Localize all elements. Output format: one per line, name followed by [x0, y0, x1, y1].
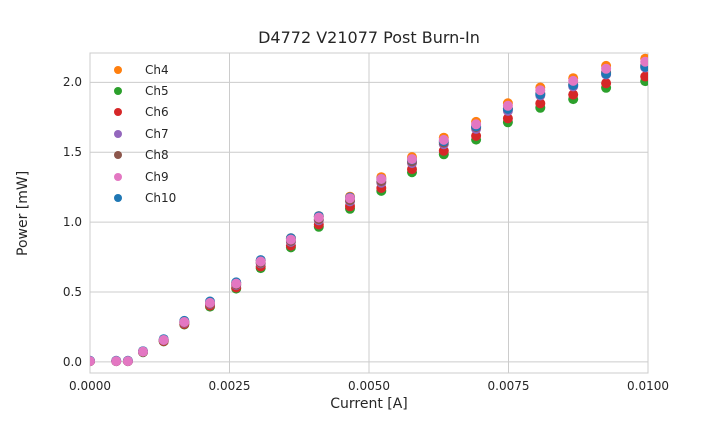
legend-label: Ch9	[145, 169, 169, 184]
data-point-ch9	[407, 154, 417, 165]
legend-item-ch4: Ch4	[108, 59, 176, 80]
data-point-ch9	[285, 234, 296, 245]
data-point-ch9	[205, 297, 215, 308]
y-tick-label: 0.0	[62, 354, 82, 369]
data-point-ch9	[471, 119, 482, 130]
legend-item-ch8: Ch8	[108, 145, 176, 166]
data-point-ch6	[640, 71, 648, 82]
legend-label: Ch7	[145, 126, 169, 141]
series-ch9	[90, 56, 648, 367]
legend-marker-icon	[114, 172, 122, 181]
y-tick-label: 2.0	[62, 75, 82, 90]
legend-marker-icon	[114, 108, 122, 117]
y-tick-label: 1.0	[62, 215, 82, 230]
legend-item-ch10: Ch10	[108, 187, 176, 208]
data-point-ch6	[568, 89, 579, 100]
legend-item-ch9: Ch9	[108, 166, 176, 187]
data-point-ch6	[535, 98, 546, 109]
data-point-ch6	[502, 113, 513, 124]
axes-spines	[89, 52, 649, 374]
data-point-ch9	[345, 193, 355, 204]
legend-marker-icon	[114, 194, 122, 203]
legend-item-ch7: Ch7	[108, 123, 176, 144]
y-tick-label: 1.5	[62, 145, 82, 160]
x-tick-label: 0.0075	[487, 379, 530, 393]
data-point-ch9	[158, 335, 169, 345]
legend-item-ch5: Ch5	[108, 80, 176, 101]
data-point-ch9	[255, 256, 266, 267]
data-point-ch6	[601, 78, 612, 89]
x-axis-label: Current [A]	[330, 396, 408, 412]
data-point-ch9	[502, 100, 513, 111]
data-point-ch9	[438, 134, 449, 145]
x-tick-label: 0.0050	[348, 379, 390, 393]
legend-label: Ch4	[145, 62, 169, 77]
x-tick-label: 0.0000	[69, 379, 111, 393]
chart-title: D4772 V21077 Post Burn-In	[258, 28, 480, 47]
legend-label: Ch8	[145, 148, 169, 163]
legend-label: Ch10	[145, 191, 177, 206]
legend-item-ch6: Ch6	[108, 102, 176, 123]
legend-marker-icon	[114, 151, 122, 160]
data-point-ch9	[90, 356, 95, 367]
data-point-ch9	[111, 356, 122, 367]
legend-label: Ch6	[145, 105, 169, 120]
legend-marker-icon	[114, 87, 122, 96]
legend-marker-icon	[114, 129, 122, 138]
y-axis-label: Power [mW]	[15, 170, 31, 256]
data-point-ch9	[231, 278, 242, 289]
y-tick-label: 0.5	[62, 284, 82, 299]
x-tick-label: 0.0100	[627, 379, 669, 393]
data-point-ch9	[179, 317, 190, 327]
scatter-points	[90, 53, 648, 367]
x-tick-label: 0.0025	[208, 379, 251, 393]
legend: Ch4 Ch5 Ch6 Ch7 Ch8 Ch9 Ch10	[108, 59, 176, 209]
data-point-ch9	[313, 212, 324, 223]
data-point-ch9	[138, 346, 148, 357]
legend-label: Ch5	[145, 84, 169, 99]
data-point-ch9	[122, 356, 133, 367]
data-point-ch9	[568, 75, 579, 86]
legend-marker-icon	[114, 65, 122, 74]
data-point-ch9	[640, 56, 648, 67]
data-point-ch9	[376, 174, 387, 184]
data-point-ch9	[535, 85, 546, 96]
data-point-ch6	[471, 130, 482, 141]
data-point-ch9	[601, 63, 612, 74]
